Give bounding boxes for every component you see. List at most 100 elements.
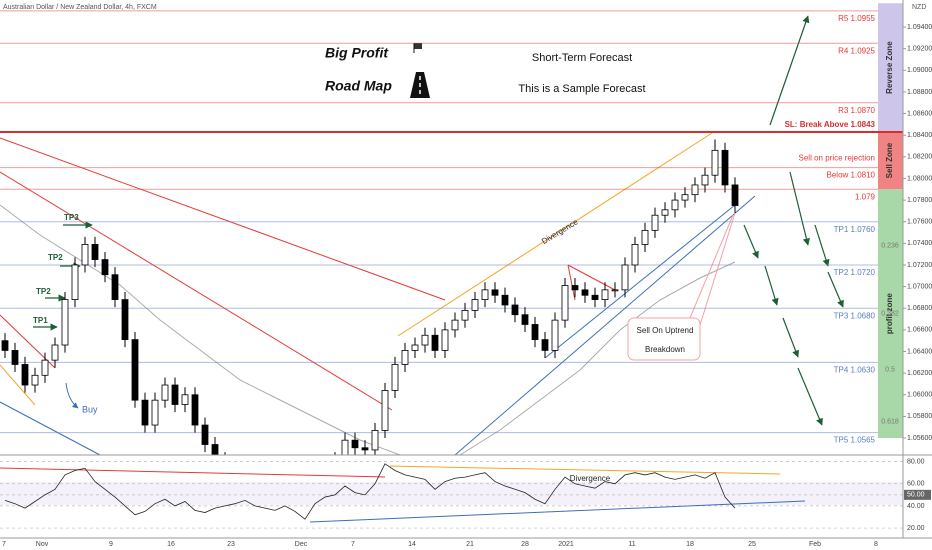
candle-body xyxy=(31,374,39,386)
x-tick-label: 14 xyxy=(408,541,416,548)
rsi-tick-highlight xyxy=(904,489,931,500)
candle-body xyxy=(302,475,308,483)
x-tick-label: Nov xyxy=(36,541,49,548)
y-tick-label: 1.07400 xyxy=(907,240,932,247)
candle-body xyxy=(501,294,509,306)
annotation-breakdown: Breakdown xyxy=(645,345,685,354)
candle-body xyxy=(322,468,328,470)
drawing-line xyxy=(769,15,810,126)
zone xyxy=(878,131,903,190)
y-tick-label: 1.09200 xyxy=(907,46,932,53)
candle-body xyxy=(141,399,149,426)
candle-body xyxy=(21,364,29,386)
x-tick-label: 8 xyxy=(874,541,878,548)
x-tick-label: 28 xyxy=(521,541,529,548)
drawing-line xyxy=(397,132,713,337)
candle-body xyxy=(671,199,679,211)
candle-body xyxy=(111,274,119,300)
level-label: TP1 1.0760 xyxy=(834,225,876,234)
chart-title: Australian Dollar / New Zealand Dollar, … xyxy=(3,4,157,11)
y-tick-label: 1.09000 xyxy=(907,67,932,74)
level-label: TP5 1.0565 xyxy=(834,436,876,445)
candle-body xyxy=(151,399,159,426)
candle-body xyxy=(581,289,589,296)
rsi-tick-label: 80.00 xyxy=(907,458,925,465)
candle-body xyxy=(661,209,669,216)
fib-label: 0.236 xyxy=(881,242,899,249)
annotation-sample: This is a Sample Forecast xyxy=(518,83,645,95)
zone-label: profit zone xyxy=(885,293,894,334)
candle-body xyxy=(721,149,729,186)
y-tick-label: 1.08000 xyxy=(907,175,932,182)
candle-body xyxy=(71,264,79,300)
drawing-line xyxy=(814,224,830,267)
x-tick-label: Dec xyxy=(295,541,308,548)
rsi-trendline xyxy=(389,465,781,475)
annotation-forecast: Short-Term Forecast xyxy=(532,52,632,64)
y-tick-label: 1.06400 xyxy=(907,348,932,355)
candle-body xyxy=(511,304,519,316)
x-tick-label: 7 xyxy=(351,541,355,548)
x-tick-label: 16 xyxy=(167,541,175,548)
drawing-line xyxy=(0,314,56,369)
y-tick-label: 1.06600 xyxy=(907,327,932,334)
drawing-line xyxy=(797,367,823,426)
drawing-line xyxy=(0,401,101,456)
level-label: 1.079 xyxy=(855,192,876,201)
rsi-tick-label: 40.00 xyxy=(907,503,925,510)
x-tick-label: 18 xyxy=(686,541,694,548)
annotation-rsi-divergence: Divergence xyxy=(570,474,611,483)
drawing-line xyxy=(0,171,393,411)
drawing-line xyxy=(0,137,446,301)
candle-body xyxy=(561,285,569,321)
x-tick-label: 25 xyxy=(748,541,756,548)
candle-body xyxy=(481,289,489,300)
flag-icon xyxy=(414,43,422,49)
level-label: Below 1.0810 xyxy=(827,171,876,180)
tp-label: TP2 xyxy=(36,287,51,296)
x-tick-label: 21 xyxy=(466,541,474,548)
candle-body xyxy=(381,390,389,431)
candle-body xyxy=(171,384,179,405)
candle-body xyxy=(411,344,419,351)
buy-arrow xyxy=(65,382,79,409)
level-label: SL: Break Above 1.0843 xyxy=(785,120,876,129)
rsi-trendline xyxy=(0,467,386,478)
candle-body xyxy=(551,319,559,351)
drawing-line xyxy=(743,224,759,259)
zone-label: Reverse Zone xyxy=(885,41,894,94)
fib-label: 0.382 xyxy=(881,310,899,317)
candle-body xyxy=(691,184,699,196)
candle-body xyxy=(222,460,228,471)
callout-box xyxy=(627,317,701,361)
candle-body xyxy=(201,424,209,445)
y-tick-label: 1.09400 xyxy=(907,24,932,31)
candle-body xyxy=(461,309,469,321)
drawing-line xyxy=(699,212,736,326)
rsi-tick-label: 20.00 xyxy=(907,525,925,532)
candle-body xyxy=(211,444,219,455)
candle-body xyxy=(541,339,549,351)
y-tick-label: 1.08200 xyxy=(907,154,932,161)
candle-body xyxy=(591,294,599,300)
rsi-line xyxy=(4,463,736,520)
candle-body xyxy=(91,244,99,260)
y-tick-label: 1.06800 xyxy=(907,305,932,312)
level-label: TP3 1.0680 xyxy=(834,311,876,320)
candle-body xyxy=(262,470,268,480)
candle-body xyxy=(371,430,379,451)
y-tick-label: 1.05800 xyxy=(907,413,932,420)
tp-label: TP3 xyxy=(64,213,79,222)
drawing-line xyxy=(827,271,844,308)
candle-body xyxy=(61,299,69,346)
y-tick-label: 1.07200 xyxy=(907,262,932,269)
x-tick-label: 2021 xyxy=(558,541,574,548)
candle-body xyxy=(181,394,189,405)
level-label: R4 1.0925 xyxy=(838,46,875,55)
candle-body xyxy=(361,447,369,451)
candle-body xyxy=(601,289,609,300)
drawing-line xyxy=(544,204,736,359)
level-note: Sell on price rejection xyxy=(799,154,875,163)
candle-body xyxy=(252,465,258,470)
drawing-line xyxy=(567,264,616,291)
